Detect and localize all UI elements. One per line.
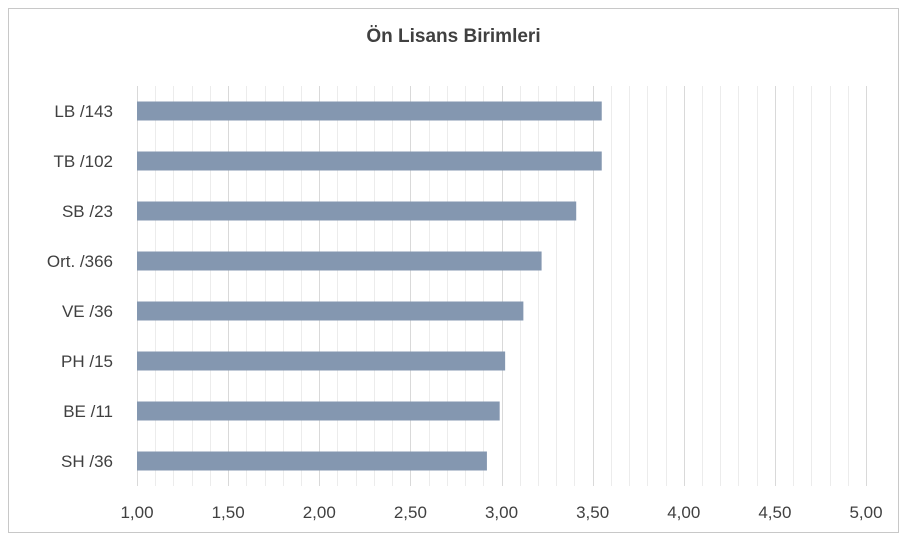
bar-6 — [137, 401, 500, 421]
x-tick-label: 5,00 — [849, 503, 882, 522]
category-label: SH /36 — [61, 452, 113, 471]
category-label: SB /23 — [62, 202, 113, 221]
x-tick-label: 3,50 — [576, 503, 609, 522]
category-label: Ort. /366 — [47, 252, 113, 271]
x-tick-label: 1,50 — [212, 503, 245, 522]
x-tick-label: 2,00 — [303, 503, 336, 522]
bar-2 — [137, 201, 577, 221]
x-tick-label: 3,00 — [485, 503, 518, 522]
grid-layer — [137, 86, 867, 486]
bar-0 — [137, 101, 602, 121]
category-labels: LB /143 TB /102 SB /23 Ort. /366 VE /36 PH /1… — [47, 102, 113, 471]
x-tick-label: 4,00 — [667, 503, 700, 522]
category-label: VE /36 — [62, 302, 113, 321]
x-tick-label: 2,50 — [394, 503, 427, 522]
category-label: BE /11 — [63, 402, 113, 421]
bar-layer — [137, 101, 602, 471]
bar-5 — [137, 351, 506, 371]
category-label: LB /143 — [54, 102, 113, 121]
bar-3 — [137, 251, 542, 271]
bar-1 — [137, 151, 602, 171]
x-tick-label: 4,50 — [758, 503, 791, 522]
bar-4 — [137, 301, 524, 321]
x-tick-label: 1,00 — [120, 503, 153, 522]
category-label: PH /15 — [61, 352, 113, 371]
chart-title: Ön Lisans Birimleri — [366, 26, 541, 47]
x-tick-labels: 1,00 1,50 2,00 2,50 3,00 3,50 4,00 4,50 5,00 — [120, 503, 882, 522]
bar-7 — [137, 451, 487, 471]
category-label: TB /102 — [53, 152, 113, 171]
